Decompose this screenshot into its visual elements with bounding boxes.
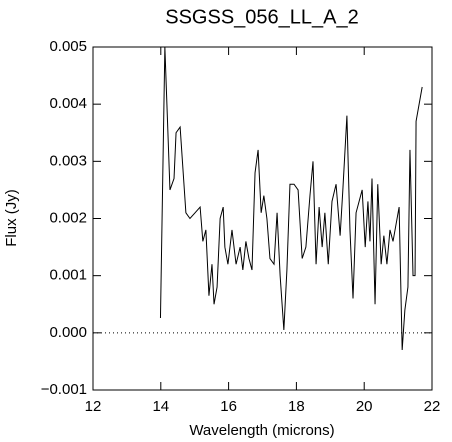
y-tick-label: 0.002 [49, 209, 87, 226]
y-tick-label: −0.001 [41, 381, 87, 398]
y-tick-label: 0.003 [49, 152, 87, 169]
x-tick-label: 20 [356, 398, 373, 415]
x-axis-label: Wavelength (microns) [189, 422, 334, 439]
x-tick-label: 22 [424, 398, 441, 415]
y-tick-label: 0.004 [49, 95, 87, 112]
data-line [159, 46, 423, 351]
chart-title: SSGSS_056_LL_A_2 [165, 6, 359, 28]
y-tick-label: 0.001 [49, 267, 87, 284]
x-tick-label: 16 [220, 398, 237, 415]
x-tick-label: 12 [85, 398, 102, 415]
x-tick-label: 18 [288, 398, 305, 415]
y-tick-label: 0.005 [49, 38, 87, 55]
y-axis-label: Flux (Jy) [3, 189, 20, 247]
y-tick-label: 0.000 [49, 324, 87, 341]
x-tick-label: 14 [152, 398, 169, 415]
plot-frame [92, 46, 433, 391]
